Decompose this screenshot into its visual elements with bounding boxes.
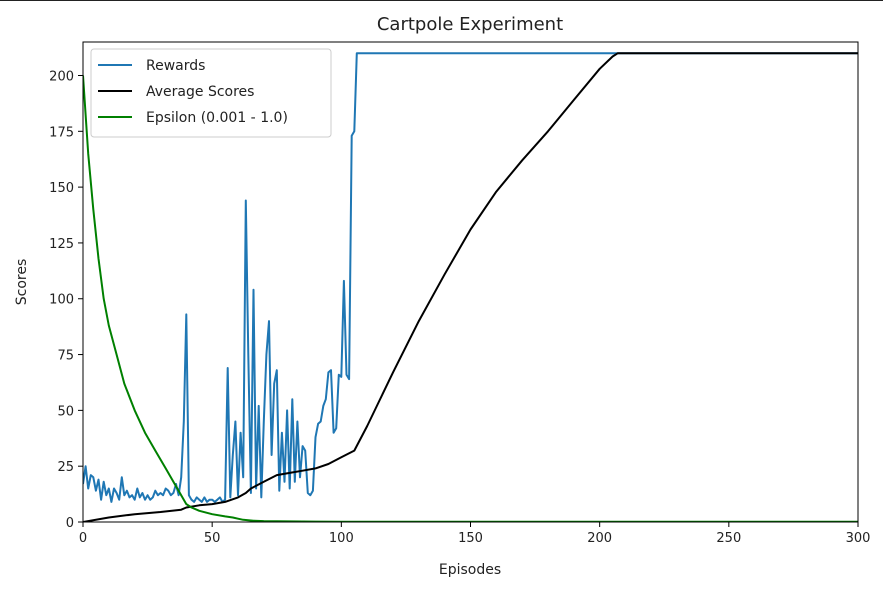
y-tick-label: 125	[49, 237, 74, 252]
x-tick-label: 250	[716, 531, 741, 546]
top-border	[0, 0, 883, 1]
legend-label: Epsilon (0.001 - 1.0)	[146, 110, 288, 126]
y-axis-label: Scores	[14, 259, 30, 306]
x-tick-label: 50	[204, 531, 221, 546]
y-tick-label: 0	[66, 516, 74, 531]
y-tick-label: 150	[49, 181, 74, 196]
y-tick-label: 200	[49, 69, 74, 84]
y-tick-label: 25	[57, 460, 74, 475]
x-tick-label: 0	[79, 531, 87, 546]
y-tick-label: 100	[49, 293, 74, 308]
axes-layer: 0 50 100 150 200 250 300 0 25 50 75 100 125 150 175 200	[49, 41, 871, 546]
x-tick-label: 100	[329, 531, 354, 546]
x-tick-label: 150	[458, 531, 483, 546]
y-tick-label: 50	[57, 404, 74, 419]
legend: Rewards Average Scores Epsilon (0.001 - 1.…	[90, 48, 332, 138]
legend-label: Average Scores	[146, 84, 254, 100]
x-tick-label: 300	[846, 531, 871, 546]
x-tick-label: 200	[587, 531, 612, 546]
y-tick-label: 175	[49, 125, 74, 140]
chart-title: Cartpole Experiment	[377, 14, 563, 35]
y-tick-label: 75	[57, 349, 74, 364]
legend-box	[90, 48, 332, 138]
x-axis-label: Episodes	[439, 562, 501, 578]
legend-label: Rewards	[146, 58, 205, 74]
series-line-2	[83, 75, 858, 522]
series-line-0	[83, 52, 858, 503]
